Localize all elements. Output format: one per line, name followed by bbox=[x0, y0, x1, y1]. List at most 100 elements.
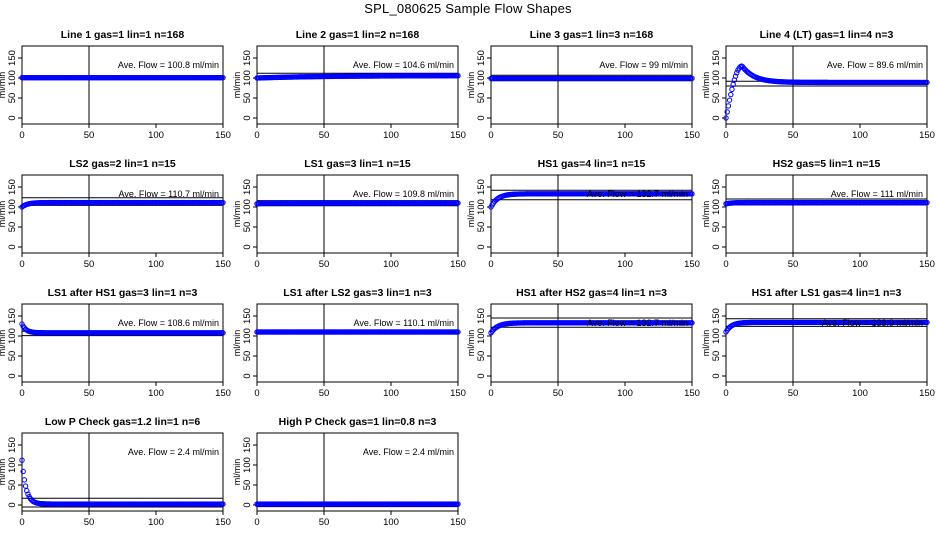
panel-title: LS1 after LS2 gas=3 lin=1 n=3 bbox=[283, 287, 432, 299]
avg-flow-annotation: Ave. Flow = 132.7 ml/min bbox=[587, 189, 688, 199]
x-tick-label: 150 bbox=[215, 259, 231, 270]
y-tick-label: 100 bbox=[7, 199, 18, 215]
data-point bbox=[455, 200, 461, 206]
y-tick-label: 100 bbox=[476, 199, 487, 215]
panel-title: Low P Check gas=1.2 lin=1 n=6 bbox=[45, 416, 200, 428]
x-tick-label: 150 bbox=[684, 130, 700, 141]
y-tick-label: 0 bbox=[242, 244, 253, 249]
y-tick-label: 0 bbox=[711, 244, 722, 249]
y-tick-label: 100 bbox=[7, 328, 18, 344]
x-tick-label: 0 bbox=[488, 388, 493, 399]
y-tick-label: 0 bbox=[242, 502, 253, 507]
data-point bbox=[21, 477, 28, 483]
x-tick-label: 150 bbox=[919, 259, 935, 270]
x-tick-label: 50 bbox=[319, 130, 330, 141]
y-tick-label: 150 bbox=[242, 179, 253, 195]
y-tick-label: 150 bbox=[7, 179, 18, 195]
y-axis-label: ml/min bbox=[0, 201, 7, 228]
data-point bbox=[689, 191, 695, 197]
data-point bbox=[924, 79, 930, 86]
y-axis-label: ml/min bbox=[0, 330, 7, 357]
y-tick-label: 50 bbox=[711, 351, 722, 362]
x-tick-label: 50 bbox=[788, 259, 799, 270]
plot-frame bbox=[21, 174, 224, 254]
x-tick-label: 150 bbox=[450, 517, 466, 528]
data-point bbox=[724, 109, 730, 115]
panel-title: LS1 after HS1 gas=3 lin=1 n=3 bbox=[48, 287, 198, 299]
y-tick-label: 0 bbox=[7, 244, 18, 249]
x-tick-label: 100 bbox=[148, 388, 164, 399]
data-point bbox=[924, 319, 930, 326]
x-tick-label: 150 bbox=[450, 388, 466, 399]
data-point bbox=[220, 74, 226, 81]
data-point bbox=[729, 86, 735, 93]
panel-2: Line 2 gas=1 lin=2 n=168 0 50 100 150 0 50 100 1… bbox=[232, 29, 466, 141]
x-tick-label: 50 bbox=[84, 517, 95, 528]
y-tick-label: 0 bbox=[242, 115, 253, 120]
plot-frame bbox=[21, 45, 224, 125]
data-point bbox=[455, 501, 461, 507]
plot-frame bbox=[256, 45, 459, 125]
data-point bbox=[689, 320, 695, 326]
panel-13: Low P Check gas=1.2 lin=1 n=6 0 50 100 150 0 5… bbox=[0, 416, 231, 528]
avg-flow-annotation: Ave. Flow = 111 ml/min bbox=[831, 189, 923, 199]
avg-flow-annotation: Ave. Flow = 100.8 ml/min bbox=[118, 60, 219, 70]
y-axis-label: ml/min bbox=[0, 72, 7, 99]
y-tick-label: 50 bbox=[242, 222, 253, 233]
y-axis-label: ml/min bbox=[0, 459, 7, 486]
x-tick-label: 0 bbox=[19, 388, 24, 399]
y-tick-label: 0 bbox=[476, 244, 487, 249]
y-axis-label: ml/min bbox=[232, 72, 242, 99]
y-tick-label: 50 bbox=[711, 222, 722, 233]
y-tick-label: 100 bbox=[242, 199, 253, 215]
x-tick-label: 150 bbox=[919, 388, 935, 399]
x-tick-label: 0 bbox=[19, 517, 24, 528]
x-tick-label: 100 bbox=[148, 130, 164, 141]
plot-frame bbox=[256, 174, 459, 254]
y-tick-label: 150 bbox=[711, 308, 722, 324]
plot-frame bbox=[490, 174, 693, 254]
y-tick-label: 150 bbox=[711, 50, 722, 66]
panel-4: Line 4 (LT) gas=1 lin=4 n=3 0 50 100 150 0 50 1… bbox=[701, 29, 935, 141]
data-point bbox=[19, 457, 25, 463]
y-tick-label: 0 bbox=[476, 373, 487, 378]
x-tick-label: 50 bbox=[553, 259, 564, 270]
x-tick-label: 0 bbox=[254, 517, 259, 528]
x-tick-label: 50 bbox=[788, 388, 799, 399]
y-tick-label: 50 bbox=[7, 93, 18, 104]
y-tick-label: 100 bbox=[711, 328, 722, 344]
data-point bbox=[924, 199, 930, 206]
panel-3: Line 3 gas=1 lin=3 n=168 0 50 100 150 0 50 100 1… bbox=[466, 29, 700, 141]
panel-title: LS1 gas=3 lin=1 n=15 bbox=[304, 158, 411, 170]
y-tick-label: 50 bbox=[242, 93, 253, 104]
panel-9: LS1 after HS1 gas=3 lin=1 n=3 0 50 100 150 0 5… bbox=[0, 287, 231, 399]
panel-7: HS1 gas=4 lin=1 n=150 50 100 150050100150ml… bbox=[466, 158, 700, 270]
y-tick-label: 0 bbox=[476, 115, 487, 120]
y-tick-label: 50 bbox=[7, 480, 18, 491]
x-tick-label: 100 bbox=[617, 130, 633, 141]
x-tick-label: 0 bbox=[723, 130, 728, 141]
data-point bbox=[20, 468, 26, 475]
y-axis-label: ml/min bbox=[701, 330, 711, 357]
data-point bbox=[25, 491, 31, 497]
panel-title: HS1 after LS1 gas=4 lin=1 n=3 bbox=[752, 287, 902, 299]
y-axis-label: ml/min bbox=[466, 201, 476, 228]
plot-frame bbox=[490, 45, 693, 125]
panel-title: High P Check gas=1 lin=0.8 n=3 bbox=[279, 416, 437, 428]
data-point bbox=[22, 483, 29, 489]
data-point bbox=[455, 73, 461, 79]
avg-flow-annotation: Ave. Flow = 104.6 ml/min bbox=[353, 60, 454, 70]
x-tick-label: 0 bbox=[723, 388, 728, 399]
data-point bbox=[734, 70, 740, 76]
panel-12: HS1 after LS1 gas=4 lin=1 n=3 0 50 100 150 0 5… bbox=[701, 287, 935, 399]
x-tick-label: 0 bbox=[488, 259, 493, 270]
y-axis-label: ml/min bbox=[701, 72, 711, 99]
panel-title: LS2 gas=2 lin=1 n=15 bbox=[69, 158, 176, 170]
y-tick-label: 50 bbox=[476, 93, 487, 104]
plot-frame bbox=[490, 303, 693, 383]
y-tick-label: 150 bbox=[7, 50, 18, 66]
y-tick-label: 0 bbox=[242, 373, 253, 378]
panel-title: Line 1 gas=1 lin=1 n=168 bbox=[61, 29, 185, 41]
x-tick-label: 50 bbox=[84, 130, 95, 141]
